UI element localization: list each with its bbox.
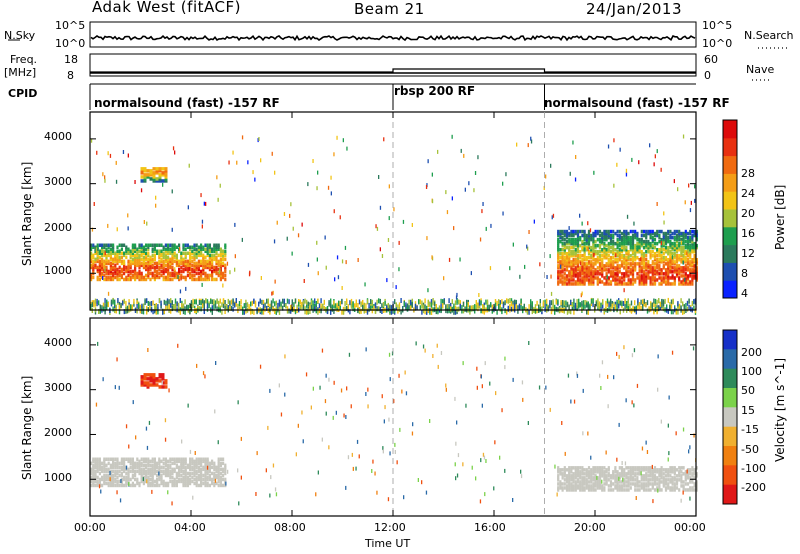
mode-label-3: normalsound (fast) -157 RF [544,96,730,110]
power-cbar-frame [722,119,738,299]
nsky-tick-bottom: 10^0 [55,37,86,50]
freq-label: Freq. [10,53,38,66]
nsky-tick-top: 10^5 [55,19,86,32]
freq-tick-bottom: 8 [67,69,74,82]
velocity-cbar-segment-1 [723,349,737,370]
velocity-cbar-label: Velocity [m s^-1] [773,357,787,462]
power-cbar-segment-0 [723,280,737,299]
power-cbar-label: Power [dB] [773,184,787,250]
velocity-cbar-segment-7 [723,465,737,486]
velocity-ytick-2000: 2000 [44,426,72,439]
power-cbar-tick-20: 20 [741,207,755,220]
power-cbar-segment-6 [723,173,737,192]
velocity-ground-scatter [557,466,698,492]
power-ytick-1000: 1000 [44,264,72,277]
top-strips [8,21,790,110]
power-cbar-segment-8 [723,137,737,157]
power-cbar-tick-8: 8 [741,267,748,280]
xtick-6: 00:00 [674,521,706,534]
power-ylabel: Slant Range [km] [20,161,34,266]
colorbars [722,119,738,505]
power-cbar-segment-9 [723,120,737,139]
power-main-band [90,243,227,282]
vel-cbar-tick-m50: -50 [741,443,759,456]
nsearch-tick-top: 10^5 [702,19,733,32]
freq-unit: [MHz] [4,66,37,79]
velocity-cbar-segment-0 [723,330,737,350]
nsearch-label: N.Search [744,29,794,42]
nave-trace [90,68,696,73]
cpid-label: CPID [8,87,38,100]
nsky-strip-frame [89,21,697,48]
freq-strip-frame [89,53,697,77]
vel-cbar-tick-m15: -15 [741,423,759,436]
power-sparse-scatter [90,134,696,300]
velocity-ylabel: Slant Range [km] [20,375,34,480]
power-cbar-tick-28: 28 [741,167,755,180]
vel-cbar-tick-15: 15 [741,404,755,417]
velocity-ytick-1000: 1000 [44,471,72,484]
velocity-cbar-segment-8 [723,484,737,505]
power-near-range [90,297,697,315]
power-cbar-segment-3 [723,226,737,246]
nave-label: Nave [746,63,775,76]
mode-label-2: rbsp 200 RF [394,84,476,98]
velocity-cbar-frame [722,329,738,505]
mode-label-1: normalsound (fast) -157 RF [94,96,280,110]
velocity-cbar-segment-6 [723,446,737,466]
power-cbar-segment-2 [723,244,737,263]
velocity-data-cells [90,341,698,506]
vel-cbar-tick-m200: -200 [741,481,766,494]
nave-tick-top: 60 [704,53,718,66]
velocity-ytick-4000: 4000 [44,336,72,349]
power-cbar-tick-12: 12 [741,247,755,260]
freq-tick-top: 18 [64,53,78,66]
power-ytick-2000: 2000 [44,221,72,234]
power-ytick-3000: 3000 [44,175,72,188]
power-cbar-segment-7 [723,155,737,174]
vel-cbar-tick-m100: -100 [741,462,766,475]
date-title: 24/Jan/2013 [586,0,682,18]
xtick-3: 12:00 [374,521,406,534]
vel-cbar-tick-100: 100 [741,365,762,378]
velocity-sparse-scatter [95,341,697,506]
power-main-band [557,229,698,286]
xtick-2: 08:00 [274,521,306,534]
power-cbar-segment-4 [723,209,737,228]
velocity-cbar-segment-2 [723,368,737,389]
power-cbar-tick-16: 16 [741,227,755,240]
xtick-4: 16:00 [474,521,506,534]
power-cbar-segment-1 [723,262,737,281]
velocity-cbar-segment-4 [723,407,737,428]
xlabel: Time UT [365,537,411,550]
vel-cbar-tick-50: 50 [741,384,755,397]
nsky-trace [90,34,696,42]
xtick-0: 00:00 [74,521,106,534]
nsky-label: N.Sky [4,29,36,42]
velocity-cbar-segment-5 [723,426,737,447]
power-cbar-segment-5 [723,191,737,210]
power-cbar-tick-4: 4 [741,287,748,300]
radar-title: Adak West (fitACF) [92,0,241,16]
nave-tick-bottom: 0 [704,69,711,82]
xtick-5: 20:00 [574,521,606,534]
nsearch-tick-bottom: 10^0 [702,37,733,50]
power-ytick-4000: 4000 [44,130,72,143]
range-time-panels [89,111,698,517]
velocity-ytick-3000: 3000 [44,381,72,394]
power-patch [140,167,168,183]
power-data-cells [90,134,698,315]
velocity-cbar-segment-3 [723,388,737,408]
xtick-1: 04:00 [174,521,206,534]
vel-cbar-tick-200: 200 [741,346,762,359]
power-cbar-tick-24: 24 [741,187,755,200]
velocity-patch [140,373,168,389]
beam-title: Beam 21 [354,0,425,18]
